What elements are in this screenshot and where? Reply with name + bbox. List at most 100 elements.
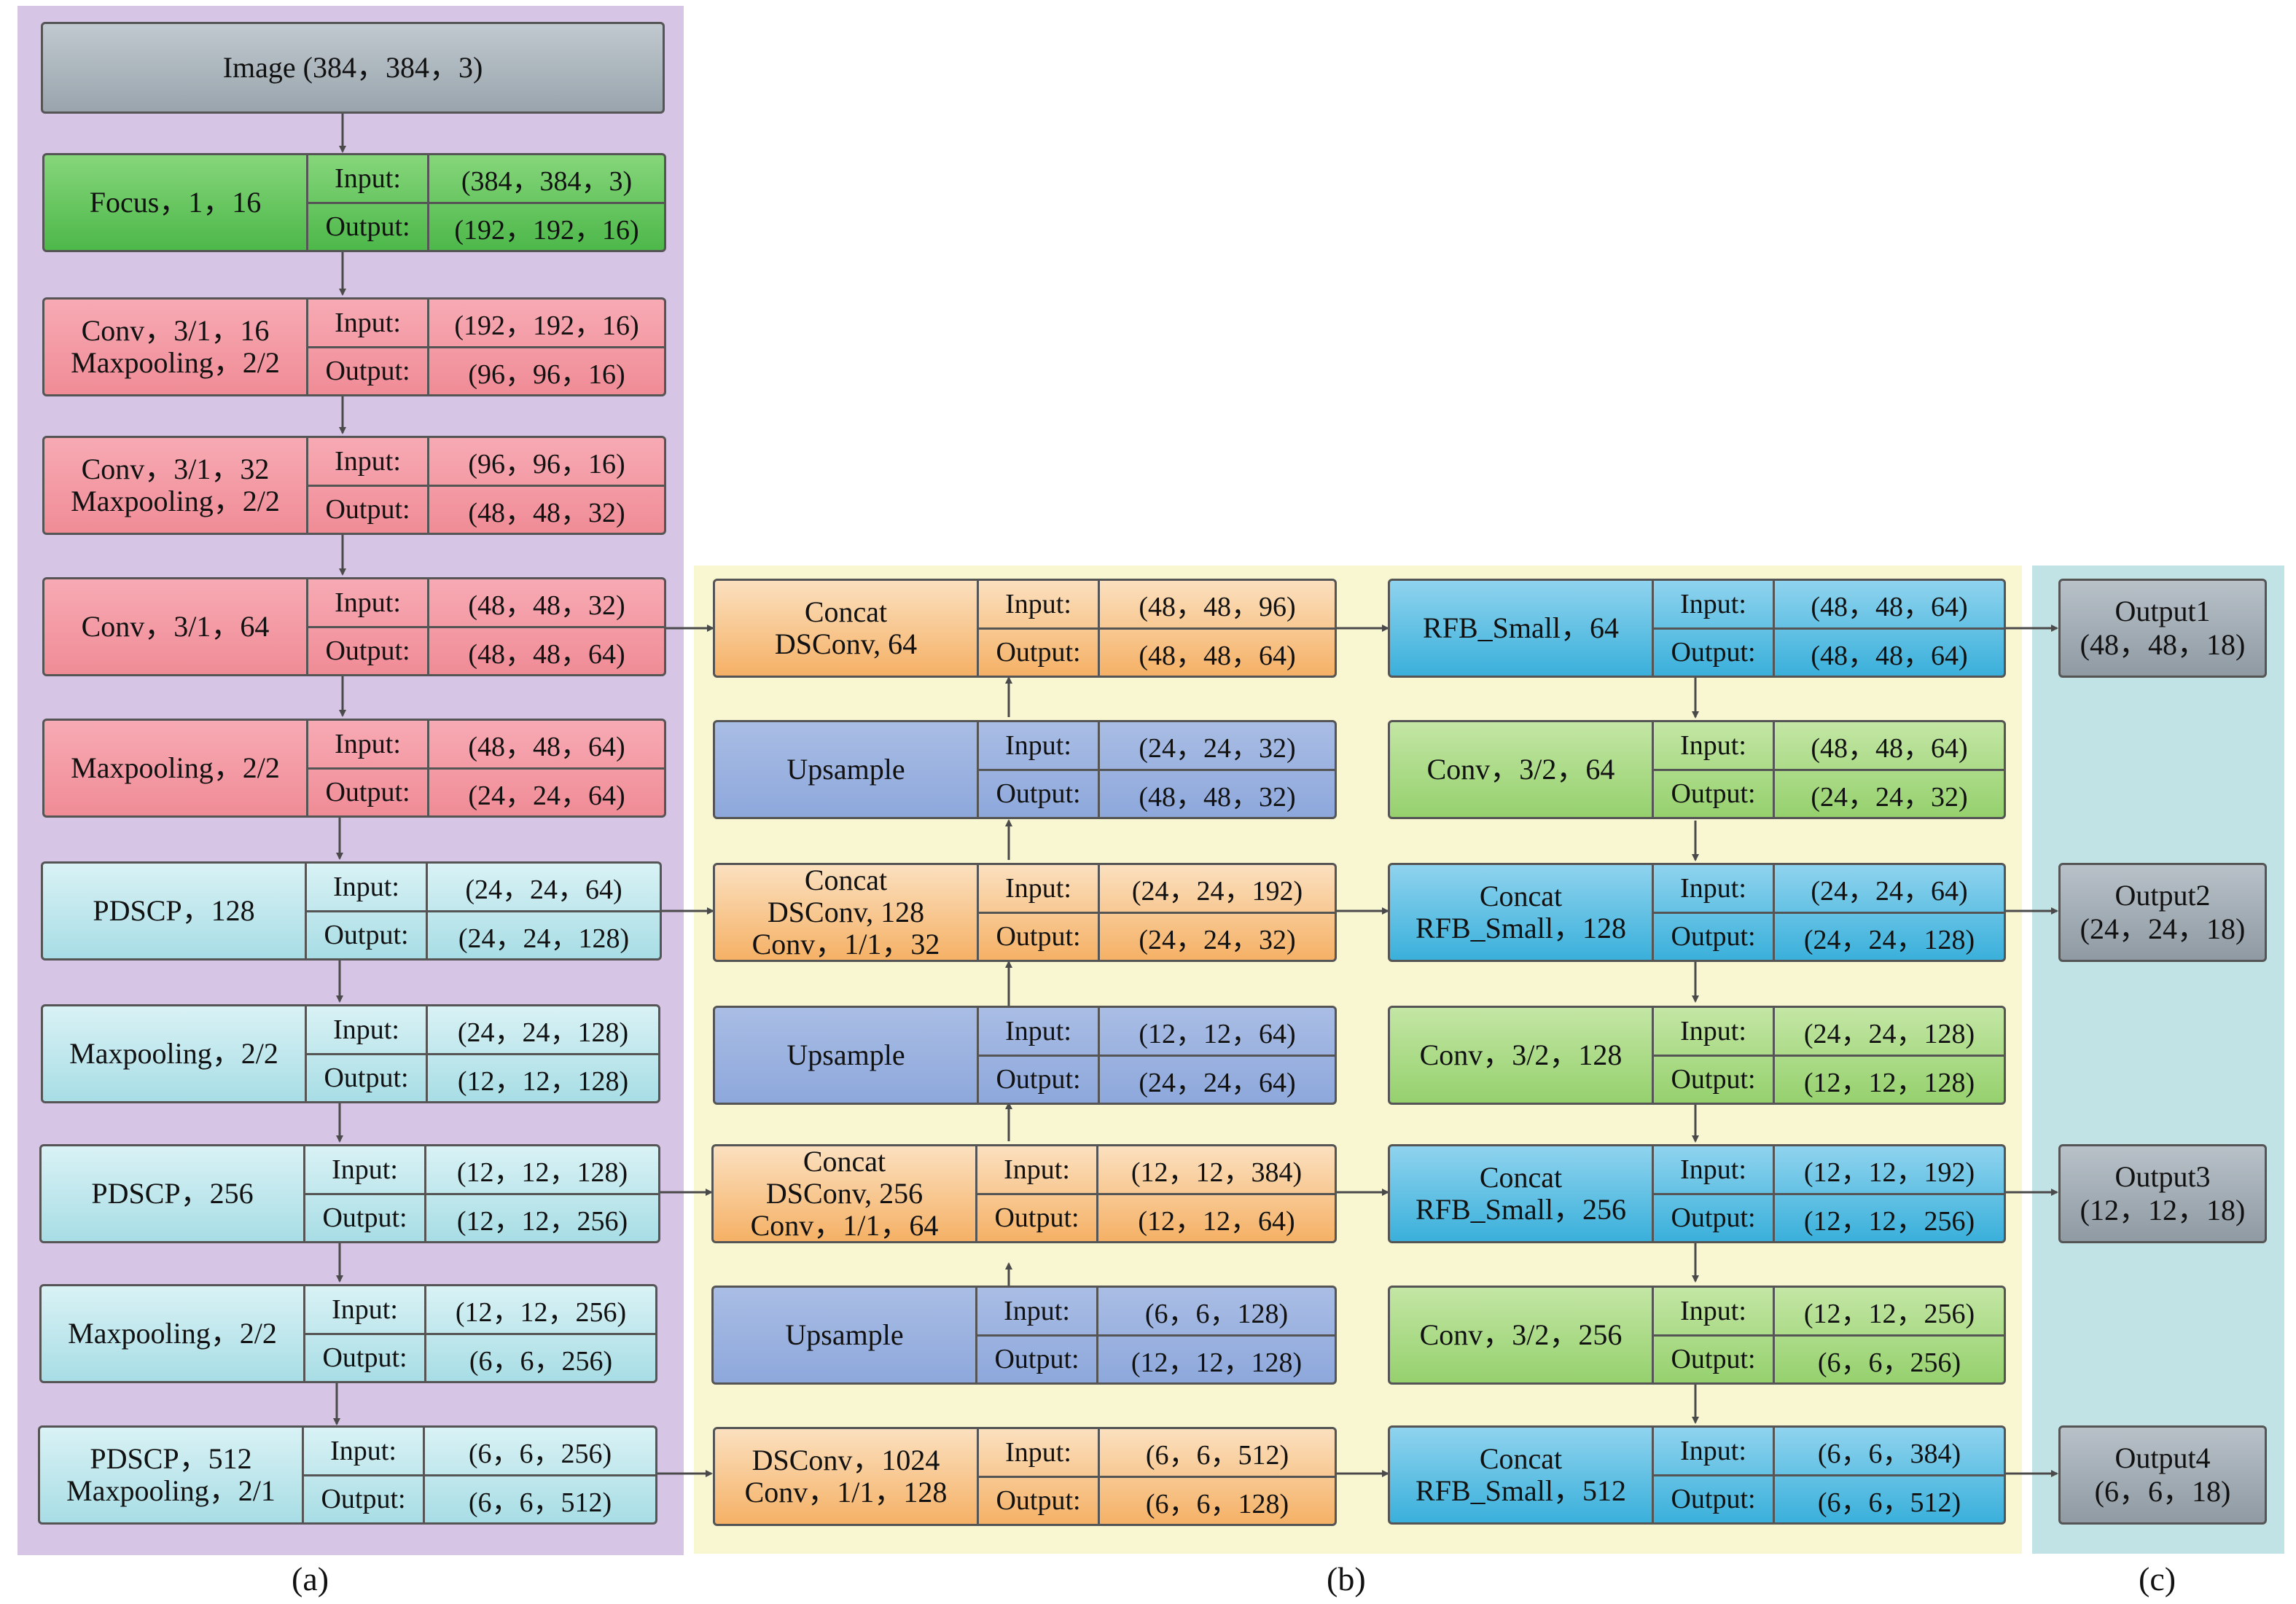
block-title-line: Conv，1/1，32 (751, 928, 940, 961)
output-block-3: Output3 (12，12，18) (2058, 1144, 2267, 1243)
input-value: (48，48，96) (1100, 581, 1335, 630)
block-title-line: PDSCP，512 (90, 1442, 252, 1475)
output-name: Output2 (2115, 879, 2211, 912)
output-label: Output: (1671, 1064, 1756, 1095)
output-label: Output: (1671, 1344, 1756, 1375)
output-block-4: Output4 (6，6，18) (2058, 1425, 2267, 1525)
neck-right-block-3: Conv，3/2，128 Input: Output: (24，24，128) (1… (1388, 1006, 2006, 1105)
input-label: Input: (308, 438, 427, 487)
output-value: (24，24，128) (458, 923, 630, 954)
neck-left-block-6: DSConv，1024 Conv，1/1，128 Input: Output: (6… (713, 1427, 1337, 1526)
input-label: Input: (308, 155, 427, 204)
output-value: (48，48，32) (468, 497, 625, 528)
input-value: (12，12，256) (1775, 1288, 2004, 1337)
output-label: Output: (325, 635, 410, 667)
output-label: Output: (1671, 921, 1756, 952)
neck-left-block-1: Upsample Input: Output: (24，24，32) (48，48，… (713, 720, 1337, 819)
input-value: (48，48，64) (429, 721, 664, 770)
output-value: (12，12，256) (456, 1205, 628, 1237)
caption-a: (a) (292, 1560, 329, 1597)
caption-b: (b) (1327, 1560, 1366, 1597)
output-label: Output: (325, 494, 410, 525)
output-label: Output: (996, 778, 1081, 810)
block-title-line: Maxpooling，2/2 (68, 1317, 277, 1350)
output-value: (12，12，128) (457, 1065, 629, 1097)
backbone-block-7: PDSCP，256 Input: Output: (12，12，128) (12，1… (39, 1144, 660, 1243)
block-title-line: PDSCP，256 (91, 1177, 254, 1210)
block-title-line: PDSCP，128 (93, 894, 255, 927)
input-label: Input: (977, 1146, 1096, 1195)
backbone-block-0: Focus，1，16 Input: Output: (384，384，3) (192… (42, 153, 666, 252)
block-title-line: Upsample (786, 1038, 905, 1071)
input-value: (6，6，128) (1098, 1288, 1335, 1337)
block-title-line: DSConv, 128 (767, 896, 925, 928)
input-label: Input: (305, 1146, 424, 1195)
backbone-block-3: Conv，3/1，64 Input: Output: (48，48，32) (48，… (42, 577, 666, 676)
output-name: Output3 (2115, 1160, 2211, 1193)
backbone-block-1: Conv，3/1，16 Maxpooling，2/2 Input: Output: … (42, 297, 666, 396)
block-title-line: RFB_Small，512 (1416, 1474, 1626, 1507)
input-label: Input: (1654, 581, 1773, 630)
input-label: Input: (977, 1288, 1096, 1337)
input-value: (6，6，512) (1100, 1429, 1335, 1478)
input-value: (6，6，256) (425, 1428, 655, 1476)
output-value: (12，12，256) (1803, 1205, 1975, 1237)
caption-c: (c) (2139, 1560, 2176, 1597)
input-label: Input: (1654, 1288, 1773, 1337)
output-value: (48，48，32) (1139, 781, 1296, 813)
panel-c-outputs (2032, 566, 2284, 1554)
input-value: (48，48，64) (1775, 581, 2004, 630)
block-title-line: Concat (804, 864, 888, 896)
input-label: Input: (979, 1008, 1098, 1057)
block-title-line: Concat (1479, 880, 1563, 912)
backbone-block-9: PDSCP，512 Maxpooling，2/1 Input: Output: (6… (38, 1425, 657, 1525)
input-label: Input: (304, 1428, 423, 1476)
input-value: (12，12，192) (1775, 1146, 2004, 1195)
input-value: (24，24，128) (1775, 1008, 2004, 1057)
backbone-block-4: Maxpooling，2/2 Input: Output: (48，48，64) (… (42, 719, 666, 818)
backbone-block-2: Conv，3/1，32 Maxpooling，2/2 Input: Output: … (42, 436, 666, 535)
output-label: Output: (994, 1344, 1079, 1375)
input-value: (24，24，64) (1775, 865, 2004, 914)
input-label: Input: (1654, 722, 1773, 771)
output-value: (6，6，512) (468, 1487, 612, 1518)
block-title-line: Conv，1/1，128 (744, 1476, 948, 1509)
output-label: Output: (325, 777, 410, 808)
input-value: (96，96，16) (429, 438, 664, 487)
input-value: (48，48，64) (1775, 722, 2004, 771)
neck-left-block-0: Concat DSConv, 64 Input: Output: (48，48，96… (713, 579, 1337, 678)
input-label: Input: (308, 579, 427, 628)
output-label: Output: (996, 637, 1081, 668)
input-value: (384，384，3) (429, 155, 664, 204)
image-input-label: Image (384，384，3) (222, 51, 483, 84)
input-label: Input: (1654, 1428, 1773, 1476)
output-value: (24，24，32) (1139, 924, 1296, 955)
block-title-line: Conv，3/2，64 (1426, 753, 1615, 786)
neck-left-block-4: Concat DSConv, 256 Conv，1/1，64 Input: Outpu… (711, 1144, 1337, 1243)
input-label: Input: (308, 300, 427, 348)
block-title-line: Focus，1，16 (89, 186, 262, 219)
backbone-block-6: Maxpooling，2/2 Input: Output: (24，24，128)… (41, 1004, 660, 1103)
input-label: Input: (305, 1286, 424, 1335)
image-input-block: Image (384，384，3) (41, 22, 665, 114)
output-block-1: Output1 (48，48，18) (2058, 579, 2267, 678)
output-label: Output: (324, 1063, 409, 1094)
block-title-line: RFB_Small，128 (1416, 912, 1626, 944)
block-title-line: Conv，3/1，64 (81, 610, 270, 643)
input-label: Input: (1654, 1146, 1773, 1195)
block-title-line: Upsample (785, 1318, 904, 1351)
input-value: (24，24，192) (1100, 865, 1335, 914)
output-label: Output: (996, 1485, 1081, 1517)
input-value: (12，12，256) (426, 1286, 655, 1335)
block-title-line: Maxpooling，2/2 (71, 346, 280, 379)
block-title-line: DSConv, 64 (774, 627, 918, 660)
output-value: (48，48，64) (1811, 640, 1968, 671)
input-label: Input: (1654, 1008, 1773, 1057)
block-title-line: Maxpooling，2/2 (69, 1037, 278, 1070)
neck-right-block-6: Concat RFB_Small，512 Input: Output: (6，6，3… (1388, 1425, 2006, 1525)
output-value: (192，192，16) (454, 214, 639, 246)
output-label: Output: (322, 1342, 407, 1374)
block-title-line: Maxpooling，2/2 (71, 485, 280, 517)
output-value: (48，48，64) (468, 638, 625, 670)
block-title-line: Concat (1479, 1442, 1563, 1475)
